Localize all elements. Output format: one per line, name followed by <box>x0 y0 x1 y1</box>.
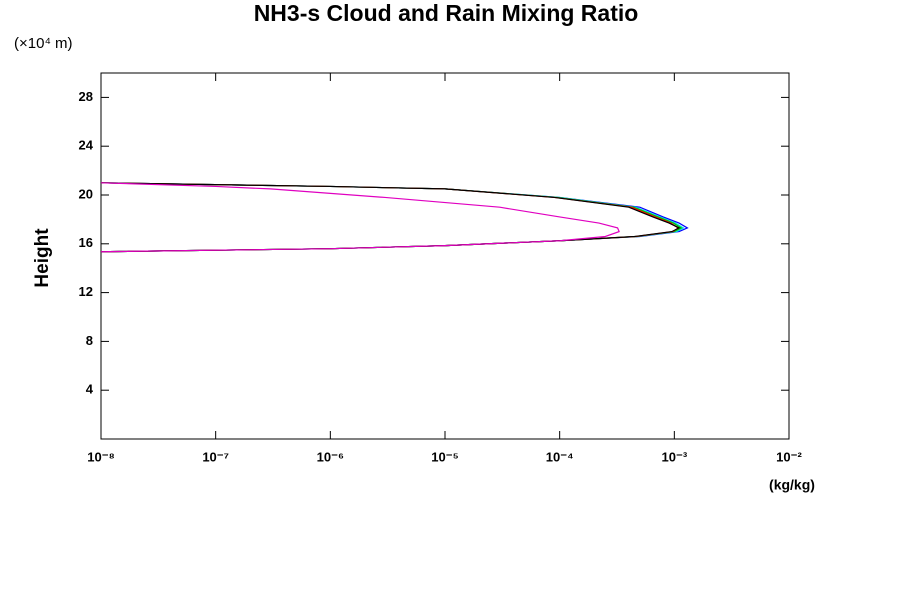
y-tick-label: 16 <box>79 235 93 250</box>
profile-line <box>100 182 689 253</box>
y-tick-label: 4 <box>86 382 94 397</box>
x-tick-label: 10⁻² <box>776 449 802 464</box>
y-unit: (×10⁴ m) <box>14 35 73 52</box>
y-tick-label: 28 <box>79 89 93 104</box>
profile-line <box>100 182 680 253</box>
x-tick-label: 10⁻⁶ <box>317 449 344 464</box>
x-tick-label: 10⁻⁸ <box>87 449 114 464</box>
y-axis-label: Height <box>32 228 53 288</box>
plot-frame <box>100 72 790 440</box>
x-tick-label: 10⁻⁵ <box>431 449 458 464</box>
x-tick-label: 10⁻⁷ <box>202 449 229 464</box>
y-tick-label: 24 <box>79 138 94 153</box>
x-unit: (kg/kg) <box>769 477 815 493</box>
y-tick-label: 8 <box>86 333 93 348</box>
x-tick-label: 10⁻³ <box>662 449 688 464</box>
profile-line <box>100 182 620 253</box>
y-tick-label: 20 <box>79 186 93 201</box>
profile-line <box>100 182 681 253</box>
profile-line <box>100 182 685 253</box>
x-tick-label: 10⁻⁴ <box>546 449 574 464</box>
chart-title: NH3-s Cloud and Rain Mixing Ratio <box>254 0 639 26</box>
profile-line <box>100 182 683 253</box>
y-tick-label: 12 <box>79 284 93 299</box>
